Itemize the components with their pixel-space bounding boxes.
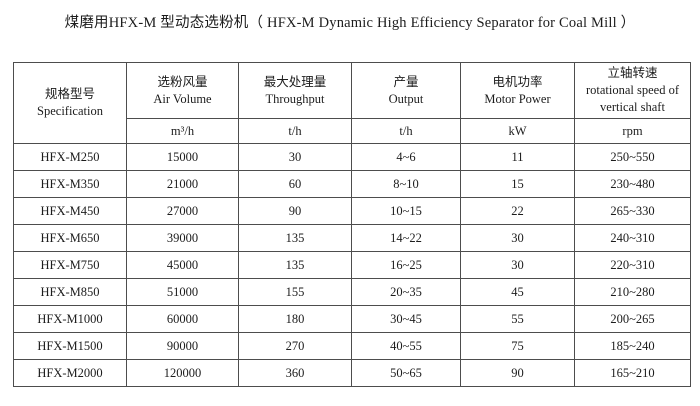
table-cell: 220~310 <box>574 251 691 279</box>
table-cell: 230~480 <box>574 170 691 198</box>
table-cell: 250~550 <box>574 143 691 171</box>
table-cell: 135 <box>238 251 352 279</box>
table-header: 规格型号 Specification 选粉风量 Air Volume 最大处理量… <box>13 62 691 144</box>
table-cell: 30 <box>460 224 575 252</box>
table-cell: 30 <box>460 251 575 279</box>
table-cell: 360 <box>238 359 352 387</box>
table-cell: 15 <box>460 170 575 198</box>
table-cell: 39000 <box>126 224 239 252</box>
column-header-zh: 电机功率 <box>492 74 543 89</box>
table-row: HFX-M1500 90000 270 40~55 75 185~240 <box>13 332 691 360</box>
table-cell: 120000 <box>126 359 239 387</box>
table-cell: 45000 <box>126 251 239 279</box>
table-cell: HFX-M450 <box>13 197 127 225</box>
table-cell: 270 <box>238 332 352 360</box>
column-header-zh: 选粉风量 <box>157 74 208 89</box>
page-title: 煤磨用HFX-M 型动态选粉机（ HFX-M Dynamic High Effi… <box>64 15 636 31</box>
table-body: HFX-M250 15000 30 4~6 11 250~550 HFX-M350 21000… <box>13 143 691 387</box>
table-cell: 4~6 <box>351 143 461 171</box>
column-header-zh: 最大处理量 <box>263 74 327 89</box>
table-cell: 51000 <box>126 278 239 306</box>
column-header-specification: 规格型号 Specification <box>13 62 127 144</box>
column-header-en: Throughput <box>265 91 325 106</box>
table-row: HFX-M750 45000 135 16~25 30 220~310 <box>13 251 691 279</box>
table-cell: 185~240 <box>574 332 691 360</box>
column-header-en: Motor Power <box>484 91 551 106</box>
table-cell: HFX-M750 <box>13 251 127 279</box>
column-header-en: Air Volume <box>153 91 212 106</box>
unit-cell-air-volume: m³/h <box>126 118 239 144</box>
table-row: HFX-M450 27000 90 10~15 22 265~330 <box>13 197 691 225</box>
column-header-zh: 产量 <box>393 74 419 89</box>
table-cell: 20~35 <box>351 278 461 306</box>
table-cell: HFX-M850 <box>13 278 127 306</box>
table-cell: 15000 <box>126 143 239 171</box>
table-cell: 55 <box>460 305 575 333</box>
table-cell: 90 <box>238 197 352 225</box>
table-cell: 45 <box>460 278 575 306</box>
header-unit-row: m³/h t/h t/h kW rpm <box>14 118 691 144</box>
table-cell: 135 <box>238 224 352 252</box>
table-cell: 60000 <box>126 305 239 333</box>
unit-cell-motor-power: kW <box>460 118 575 144</box>
column-header-en: Output <box>388 91 424 106</box>
table-cell: 240~310 <box>574 224 691 252</box>
column-header-en: Specification <box>37 104 103 118</box>
table-row: HFX-M1000 60000 180 30~45 55 200~265 <box>13 305 691 333</box>
table-cell: 265~330 <box>574 197 691 225</box>
column-header-output: 产量 Output <box>351 62 461 119</box>
table-cell: HFX-M250 <box>13 143 127 171</box>
table-cell: HFX-M1000 <box>13 305 127 333</box>
table-cell: 90000 <box>126 332 239 360</box>
unit-cell-rotational-speed: rpm <box>574 118 691 144</box>
column-header-motor-power: 电机功率 Motor Power <box>460 62 575 119</box>
table-cell: 21000 <box>126 170 239 198</box>
table-cell: 16~25 <box>351 251 461 279</box>
table-cell: HFX-M650 <box>13 224 127 252</box>
unit-cell-output: t/h <box>351 118 461 144</box>
table-cell: 75 <box>460 332 575 360</box>
table-cell: 8~10 <box>351 170 461 198</box>
column-header-throughput: 最大处理量 Throughput <box>238 62 352 119</box>
table-cell: HFX-M2000 <box>13 359 127 387</box>
table-cell: 10~15 <box>351 197 461 225</box>
table-cell: 165~210 <box>574 359 691 387</box>
table-cell: 155 <box>238 278 352 306</box>
table-cell: 14~22 <box>351 224 461 252</box>
table-cell: 90 <box>460 359 575 387</box>
table-cell: HFX-M350 <box>13 170 127 198</box>
table-row: HFX-M850 51000 155 20~35 45 210~280 <box>13 278 691 306</box>
table-cell: 60 <box>238 170 352 198</box>
table-cell: 40~55 <box>351 332 461 360</box>
table-row: HFX-M350 21000 60 8~10 15 230~480 <box>13 170 691 198</box>
unit-cell-throughput: t/h <box>238 118 352 144</box>
column-header-zh: 规格型号 <box>44 87 95 101</box>
column-header-en: rotational speed of vertical shaft <box>585 83 680 114</box>
table-cell: 50~65 <box>351 359 461 387</box>
table-cell: 210~280 <box>574 278 691 306</box>
table-row: HFX-M250 15000 30 4~6 11 250~550 <box>13 143 691 171</box>
table-row: HFX-M2000 120000 360 50~65 90 165~210 <box>13 359 691 387</box>
table-cell: 11 <box>460 143 575 171</box>
table-cell: 30~45 <box>351 305 461 333</box>
table-cell: HFX-M1500 <box>13 332 127 360</box>
table-cell: 200~265 <box>574 305 691 333</box>
table-cell: 22 <box>460 197 575 225</box>
table-cell: 180 <box>238 305 352 333</box>
column-header-zh: 立轴转速 <box>607 66 658 80</box>
table-cell: 30 <box>238 143 352 171</box>
column-header-air-volume: 选粉风量 Air Volume <box>126 62 239 119</box>
table-row: HFX-M650 39000 135 14~22 30 240~310 <box>13 224 691 252</box>
header-name-row: 规格型号 Specification 选粉风量 Air Volume 最大处理量… <box>13 62 691 144</box>
specification-table: 规格型号 Specification 选粉风量 Air Volume 最大处理量… <box>13 62 691 387</box>
table-cell: 27000 <box>126 197 239 225</box>
column-header-rotational-speed: 立轴转速 rotational speed of vertical shaft <box>574 62 691 119</box>
